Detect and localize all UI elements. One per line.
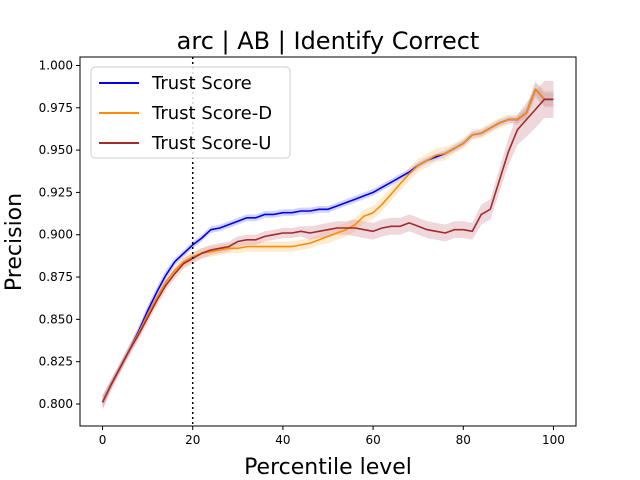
y-tick-label: 0.925: [39, 185, 73, 199]
legend-label-trust-score-u: Trust Score-U: [151, 133, 271, 154]
y-tick-label: 0.900: [39, 228, 73, 242]
y-tick-label: 0.975: [39, 101, 73, 115]
y-tick-label: 0.850: [39, 312, 73, 326]
x-tick-label: 100: [542, 433, 565, 447]
y-tick-label: 0.800: [39, 397, 73, 411]
x-tick-label: 20: [185, 433, 200, 447]
x-tick-label: 0: [99, 433, 107, 447]
legend: Trust Score Trust Score-D Trust Score-U: [90, 66, 291, 159]
y-axis-label: Precision: [2, 193, 27, 291]
legend-label-trust-score-d: Trust Score-D: [151, 103, 272, 124]
x-axis-ticks: 0 20 40 60 80 100: [99, 426, 565, 447]
y-tick-label: 0.875: [39, 270, 73, 284]
y-tick-label: 0.825: [39, 355, 73, 369]
x-tick-label: 80: [456, 433, 471, 447]
legend-frame: [90, 66, 291, 159]
y-axis-ticks: 0.800 0.825 0.850 0.875 0.900 0.925 0.950 0.975…: [39, 58, 80, 411]
line-trust-score-d: [101, 88, 554, 403]
y-tick-label: 1.000: [39, 58, 73, 72]
plot-frame: [79, 56, 577, 427]
x-tick-label: 60: [365, 433, 380, 447]
x-axis-label: Percentile level: [244, 455, 412, 480]
y-tick-label: 0.950: [39, 143, 73, 157]
x-tick-label: 40: [275, 433, 290, 447]
legend-label-trust-score: Trust Score: [151, 73, 252, 94]
chart-title: arc | AB | Identify Correct: [177, 27, 480, 55]
series-lines: [101, 88, 554, 403]
line-trust-score-u: [101, 98, 554, 403]
